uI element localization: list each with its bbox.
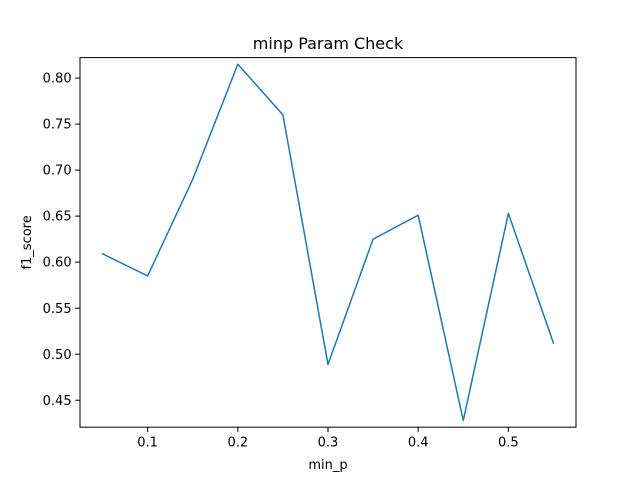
series-line-0 <box>101 63 555 422</box>
y-tick-label: 0.60 <box>43 256 72 271</box>
x-tick-label: 0.4 <box>408 436 429 451</box>
x-tick-label: 0.3 <box>318 436 339 451</box>
plot-area <box>101 63 555 422</box>
data-point <box>101 252 104 255</box>
y-axis-label: f1_score <box>20 215 35 269</box>
data-point <box>372 238 375 241</box>
y-tick-label: 0.70 <box>43 164 72 179</box>
x-tick-label: 0.1 <box>137 436 158 451</box>
data-point <box>552 342 555 345</box>
data-point <box>417 214 420 217</box>
data-point <box>236 63 239 66</box>
y-tick-label: 0.80 <box>43 72 72 87</box>
data-point <box>281 113 284 116</box>
y-tick-label: 0.65 <box>43 210 72 225</box>
y-tick-label: 0.50 <box>43 348 72 363</box>
data-point <box>507 212 510 215</box>
x-tick-label: 0.5 <box>498 436 519 451</box>
data-point <box>146 274 149 277</box>
y-tick-label: 0.45 <box>43 394 72 409</box>
x-tick-label: 0.2 <box>227 436 248 451</box>
chart-title: minp Param Check <box>253 34 404 53</box>
data-point <box>327 363 330 366</box>
y-tick-label: 0.75 <box>43 118 72 133</box>
y-axis-ticks: 0.45 0.50 0.55 0.60 0.65 0.70 0.75 0.80 <box>43 72 80 409</box>
data-point <box>191 178 194 181</box>
x-axis-ticks: 0.1 0.2 0.3 0.4 0.5 <box>137 427 519 451</box>
x-axis-label: min_p <box>308 458 347 473</box>
y-tick-label: 0.55 <box>43 302 72 317</box>
data-point <box>462 419 465 422</box>
